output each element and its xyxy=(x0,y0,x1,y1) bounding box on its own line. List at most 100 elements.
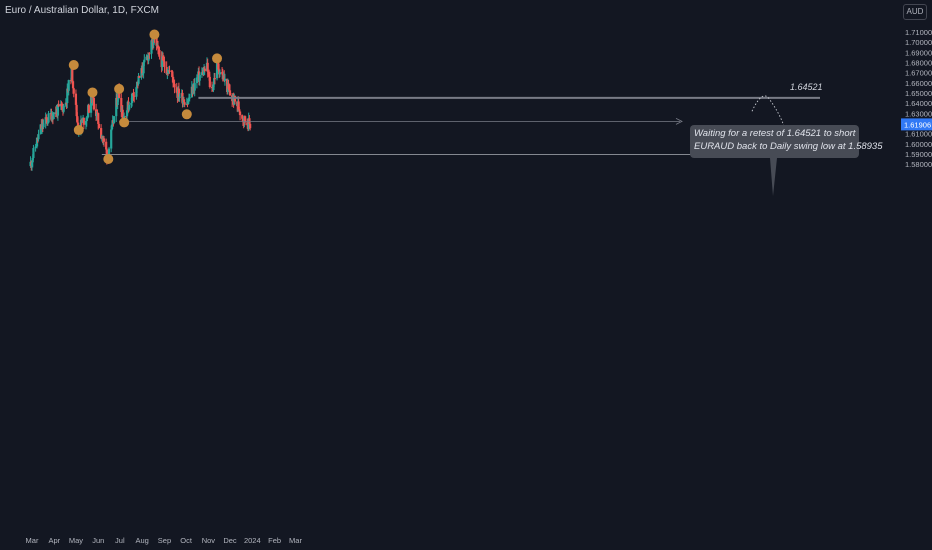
candle-body xyxy=(46,122,49,124)
candle-body xyxy=(206,62,209,72)
candle-body xyxy=(171,71,174,77)
candle-body xyxy=(65,102,68,104)
candle-body xyxy=(137,76,140,84)
swing-point-markers xyxy=(68,29,223,164)
candle-body xyxy=(71,81,75,89)
candle-body xyxy=(67,80,70,91)
candle-body xyxy=(241,118,245,123)
candle-body xyxy=(31,158,34,163)
candle-body xyxy=(213,78,216,80)
candle-body xyxy=(150,40,153,54)
candle-body xyxy=(242,122,245,124)
candle-body xyxy=(158,49,161,57)
price-tick-label: 1.59000 xyxy=(905,150,932,159)
candle-body xyxy=(188,97,191,99)
candle-body xyxy=(75,104,78,117)
candle-body xyxy=(155,38,158,46)
swing-point-marker[interactable] xyxy=(181,109,192,120)
candle-body xyxy=(57,104,60,107)
candle-body xyxy=(217,63,220,70)
swing-point-marker[interactable] xyxy=(119,117,130,128)
time-tick-label: Dec xyxy=(223,536,237,545)
candle-body xyxy=(84,121,88,125)
candle-body xyxy=(168,70,171,72)
candle-body xyxy=(110,124,114,130)
candle-body xyxy=(202,68,206,75)
candle-body xyxy=(161,56,164,68)
candle-body xyxy=(238,111,242,116)
price-tick-label: 1.61000 xyxy=(905,130,932,139)
candle-body xyxy=(71,65,74,82)
candle-body xyxy=(85,117,88,122)
candle-body xyxy=(227,83,230,89)
candle-body xyxy=(62,105,65,112)
swing-point-marker[interactable] xyxy=(73,125,84,136)
time-tick-label: Sep xyxy=(158,536,171,545)
candle-body xyxy=(157,48,160,50)
candle-body xyxy=(125,115,128,117)
candle-body xyxy=(136,81,139,88)
candle-body xyxy=(203,68,206,71)
swing-point-marker[interactable] xyxy=(87,87,98,98)
candle-body xyxy=(95,112,98,116)
candle-body xyxy=(143,59,146,63)
candle-body xyxy=(175,87,178,93)
candle-body xyxy=(241,115,244,119)
time-axis[interactable]: Mar Apr May Jun Jul Aug Sep Oct Nov Dec 2024 Feb Mar xyxy=(26,536,303,545)
candle-body xyxy=(145,56,148,60)
price-tick-label: 1.66000 xyxy=(905,79,932,88)
candle-body xyxy=(97,113,100,124)
candle-body xyxy=(130,93,134,103)
time-tick-label: 2024 xyxy=(244,536,261,545)
price-tick-label: 1.67000 xyxy=(905,69,932,78)
candle-body xyxy=(228,88,231,91)
candle-body xyxy=(120,98,123,113)
candle-body xyxy=(223,78,227,81)
candle-body xyxy=(162,60,165,62)
candle-body xyxy=(170,70,173,72)
candle-body xyxy=(32,148,35,159)
candle-body xyxy=(172,82,175,84)
candle-body xyxy=(161,56,165,61)
candle-body xyxy=(39,124,42,135)
candle-body xyxy=(97,123,101,129)
time-tick-label: Nov xyxy=(202,536,216,545)
candle-body xyxy=(246,122,249,126)
swing-point-marker[interactable] xyxy=(103,154,114,164)
price-tick-label: 1.70000 xyxy=(905,38,932,47)
time-tick-label: May xyxy=(69,536,83,545)
candle-body xyxy=(156,45,160,49)
candle-body xyxy=(165,66,168,74)
swing-point-marker[interactable] xyxy=(212,53,223,64)
candle-body xyxy=(187,98,190,104)
candle-body xyxy=(132,93,135,96)
last-price-value: 1.61906 xyxy=(904,120,931,129)
candle-body xyxy=(208,74,211,77)
currency-button[interactable]: AUD xyxy=(903,4,927,20)
candle-body xyxy=(86,117,89,119)
candle-body xyxy=(183,102,186,105)
candle-body xyxy=(121,109,124,119)
candle-body xyxy=(133,95,136,97)
time-tick-label: Aug xyxy=(135,536,148,545)
candle-body xyxy=(207,71,210,75)
swing-point-marker[interactable] xyxy=(149,29,160,40)
candle-body xyxy=(100,128,103,139)
price-tick-label: 1.65000 xyxy=(905,89,932,98)
candle-body xyxy=(81,119,84,123)
candle-body xyxy=(116,99,119,106)
trade-note-line-2: EURAUD back to Daily swing low at 1.5893… xyxy=(694,141,883,152)
trade-note[interactable]: Waiting for a retest of 1.64521 to short… xyxy=(690,125,883,158)
candle-body xyxy=(94,109,98,116)
candle-body xyxy=(200,72,204,75)
candle-body xyxy=(237,101,240,110)
candlestick-series xyxy=(29,35,252,171)
candle-body xyxy=(44,117,47,124)
price-tick-label: 1.63000 xyxy=(905,109,932,118)
swing-point-marker[interactable] xyxy=(68,60,79,71)
swing-point-marker[interactable] xyxy=(114,83,125,94)
candle-body xyxy=(249,123,252,129)
candle-body xyxy=(105,141,108,150)
